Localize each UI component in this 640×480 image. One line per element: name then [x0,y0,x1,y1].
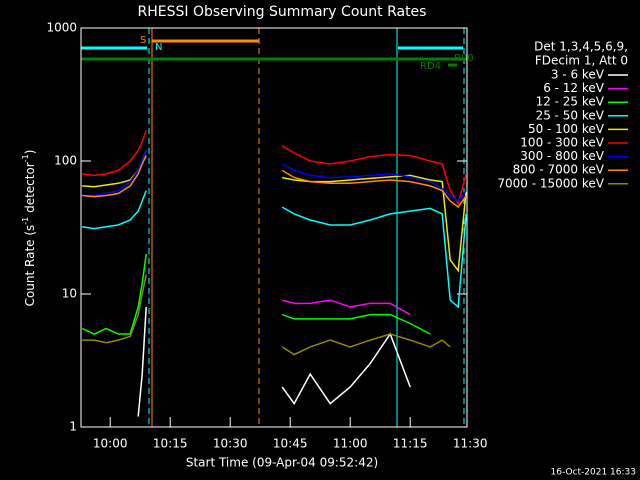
y-axis-label-part: -1 [21,154,30,162]
series-line [82,150,467,203]
x-tick-label: 11:30 [453,437,488,451]
x-axis-label: Start Time (09-Apr-04 09:52:42) [186,456,378,470]
series-line [81,253,431,335]
y-axis-label-part: -1 [21,217,30,225]
legend-label: 12 - 25 keV [536,95,605,109]
y-axis-label-part: ) [23,150,37,155]
y-tick-label: 10 [62,287,77,301]
x-tick-label: 10:30 [213,437,248,451]
y-tick-label: 100 [54,154,77,168]
plot-frame [80,27,468,428]
legend-label: 6 - 12 keV [543,81,605,95]
legend-label: 3 - 6 keV [551,68,605,82]
legend-label: 50 - 100 keV [528,122,605,136]
legend-label: 25 - 50 keV [536,108,605,122]
y-tick-label: 1 [69,420,77,434]
legend-label: 7000 - 15000 keV [497,176,604,190]
y-tick-label: 1000 [46,21,77,35]
legend-header: FDecim 1, Att 0 [535,54,628,68]
x-tick-label: 11:00 [333,437,368,451]
x-tick-label: 11:15 [393,437,428,451]
legend-label: 800 - 7000 keV [513,163,605,177]
series-line [82,130,467,206]
series-line [82,155,467,209]
series-line [137,306,411,417]
y-axis-label-part: detector [23,162,37,217]
chart-title: RHESSI Observing Summary Count Rates [138,4,427,20]
annotation: R00 [454,53,474,64]
annotation: N [155,42,162,53]
y-axis-label: Count Rate (s-1 detector-1) [21,150,37,307]
series-line [82,190,467,309]
series-line [282,299,411,316]
x-tick-label: 10:45 [273,437,308,451]
state-bars: S N RD4 R00 [80,28,474,427]
legend-label: 300 - 800 keV [520,149,604,163]
annotation: S [140,35,146,46]
footer: 16-Oct-2021 16:33 [551,468,636,478]
annotation: RD4 [420,61,441,72]
series-line [82,274,451,356]
x-tick-label: 10:00 [93,437,128,451]
x-tick-label: 10:15 [153,437,188,451]
y-axis-label-part: Count Rate (s [23,225,37,307]
legend-label: 100 - 300 keV [520,136,604,150]
legend-header: Det 1,3,4,5,6,9, [534,40,628,54]
